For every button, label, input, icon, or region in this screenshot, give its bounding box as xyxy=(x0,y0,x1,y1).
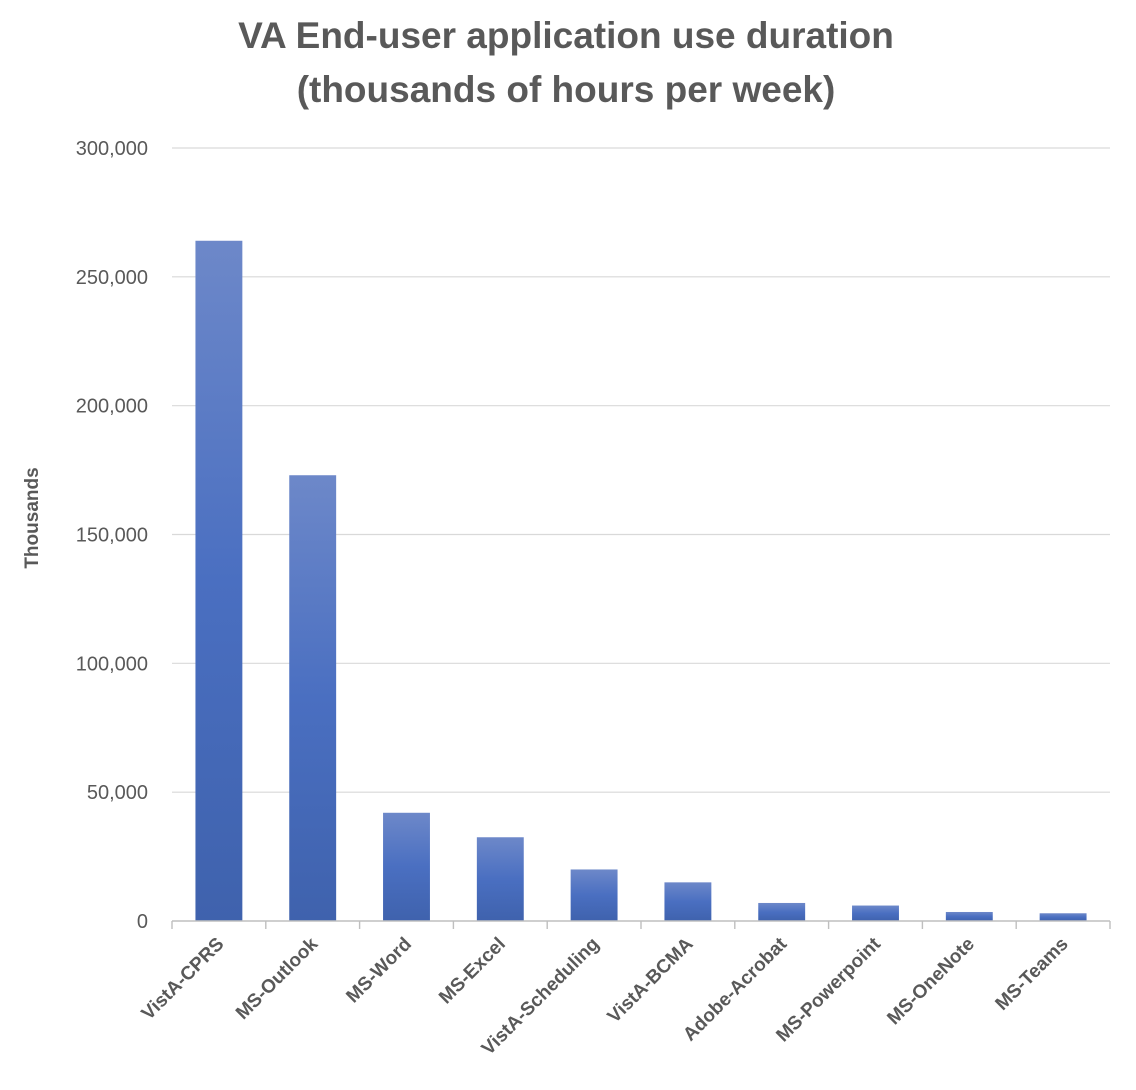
x-category-label: MS-Outlook xyxy=(232,933,323,1024)
x-category-label: MS-Word xyxy=(342,934,416,1008)
bar xyxy=(945,911,993,921)
y-tick-label: 250,000 xyxy=(76,267,148,289)
x-axis-labels: VistA-CPRS MS-Outlook MS-Word MS-Excel VistA… xyxy=(138,933,1073,1059)
bar xyxy=(758,902,806,921)
y-tick-label: 300,000 xyxy=(76,138,148,160)
chart-title-line-2: (thousands of hours per week) xyxy=(297,69,836,110)
x-category-label: VistA-BCMA xyxy=(604,933,698,1027)
bars xyxy=(195,240,1087,921)
y-tick-label: 100,000 xyxy=(76,653,148,675)
x-category-label: MS-Excel xyxy=(435,934,510,1009)
y-axis-ticks: 0 50,000 100,000 150,000 200,000 250,000 300,0… xyxy=(76,138,148,933)
y-tick-label: 0 xyxy=(137,911,148,933)
y-axis-title: Thousands xyxy=(22,467,43,568)
bar xyxy=(289,475,337,921)
bar xyxy=(383,812,430,921)
x-category-label: MS-Teams xyxy=(992,934,1073,1015)
bar xyxy=(570,869,618,921)
y-tick-label: 200,000 xyxy=(76,396,148,418)
x-category-label: MS-OneNote xyxy=(883,934,978,1029)
bar xyxy=(664,882,712,921)
bar xyxy=(1039,913,1087,921)
chart-title-line-1: VA End-user application use duration xyxy=(238,15,894,56)
y-tick-label: 150,000 xyxy=(76,525,148,547)
bar xyxy=(852,905,899,921)
x-axis xyxy=(171,920,1111,929)
y-tick-label: 50,000 xyxy=(87,782,148,804)
x-category-label: VistA-CPRS xyxy=(138,934,229,1025)
bar xyxy=(195,240,243,921)
bar xyxy=(476,837,524,921)
